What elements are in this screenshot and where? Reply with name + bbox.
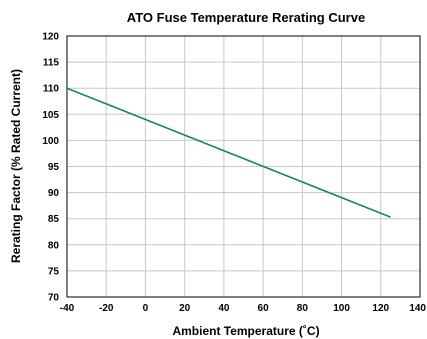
chart-title: ATO Fuse Temperature Rerating Curve	[127, 10, 365, 25]
y-tick-label: 115	[43, 58, 60, 69]
y-tick-label: 75	[48, 266, 60, 277]
x-tick-label: 20	[179, 303, 191, 314]
y-tick-label: 120	[42, 32, 59, 43]
series-group	[66, 87, 391, 218]
x-tick-label: -40	[60, 303, 75, 314]
series-line	[66, 87, 391, 218]
x-tick-label: -20	[99, 303, 114, 314]
x-axis-ticks: -40 -20 0 20 40 60 80 100 120 140	[60, 303, 427, 314]
x-tick-label: 60	[258, 303, 270, 314]
y-axis-label: Rerating Factor (% Rated Current)	[9, 69, 23, 263]
x-tick-label: 120	[372, 303, 389, 314]
x-tick-label: 140	[409, 303, 426, 314]
y-tick-label: 80	[48, 240, 60, 251]
x-tick-label: 0	[143, 303, 149, 314]
y-tick-label: 105	[42, 110, 59, 121]
y-tick-label: 95	[48, 162, 60, 173]
grid	[66, 35, 421, 298]
x-tick-label: 80	[297, 303, 309, 314]
y-axis-ticks: 70 75 80 85 90 95 100 105 110 115 120	[42, 32, 59, 304]
x-axis-label: Ambient Temperature (˚C)	[172, 324, 319, 338]
y-tick-label: 100	[42, 136, 59, 147]
x-tick-label: 100	[333, 303, 350, 314]
y-tick-label: 70	[48, 293, 60, 304]
y-tick-label: 85	[48, 214, 60, 225]
y-tick-label: 90	[48, 188, 60, 199]
x-tick-label: 40	[218, 303, 230, 314]
plot-frame	[66, 35, 421, 298]
y-tick-label: 110	[43, 84, 60, 95]
